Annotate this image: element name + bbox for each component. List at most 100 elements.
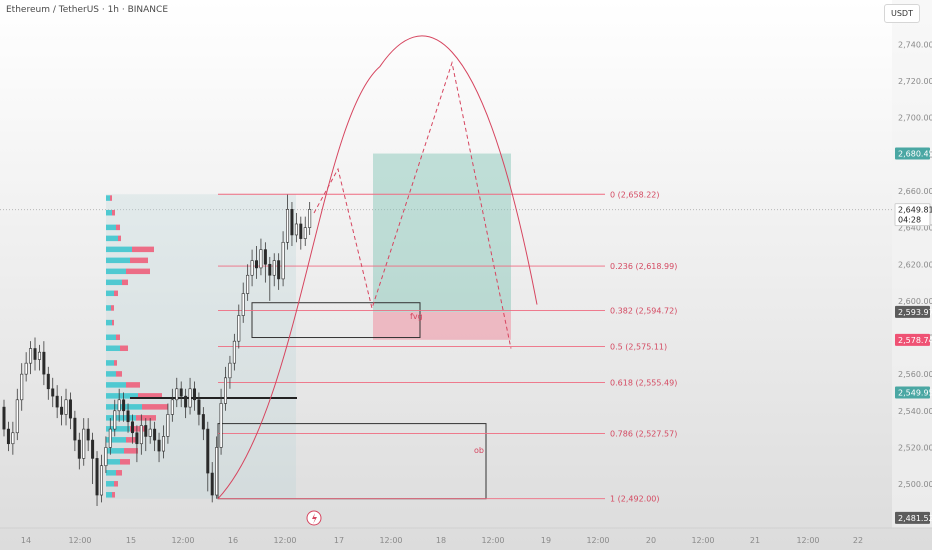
x-tick-label: 12:00 — [586, 536, 609, 545]
volume-bar-sell — [142, 404, 168, 410]
fib-level-label: 0 (2,658.22) — [610, 190, 660, 199]
volume-bar-sell — [111, 305, 114, 311]
candle-body — [24, 362, 28, 375]
volume-bar-buy — [106, 393, 138, 399]
y-tick-label: 2,620.00 — [898, 260, 932, 269]
candle-body — [153, 428, 157, 441]
volume-bar-buy — [106, 470, 116, 476]
candle-body — [263, 249, 267, 265]
currency-button[interactable]: USDT — [884, 4, 920, 23]
candle-body — [108, 428, 112, 448]
volume-bar-buy — [106, 268, 126, 275]
candle-body — [73, 417, 77, 441]
x-tick-label: 12:00 — [171, 536, 194, 545]
x-tick-label: 12:00 — [796, 536, 819, 545]
candle-body — [166, 414, 170, 437]
candle-body — [259, 249, 263, 269]
x-tick-label: 12:00 — [379, 536, 402, 545]
fib-level-label: 0.618 (2,555.49) — [610, 378, 677, 387]
candle-body — [77, 439, 81, 459]
price-tag — [894, 203, 931, 227]
volume-bar-buy — [106, 481, 114, 487]
candle-body — [33, 348, 37, 360]
candle-body — [232, 340, 236, 364]
candle-body — [2, 406, 6, 430]
x-tick-label: 14 — [21, 536, 31, 545]
x-tick-label: 22 — [853, 536, 863, 545]
volume-bar-buy — [106, 360, 114, 366]
fvg-box — [251, 302, 421, 339]
symbol-title: Ethereum / TetherUS · 1h · BINANCE — [6, 5, 169, 15]
ob-label: ob — [474, 446, 484, 455]
fib-level-label: 0.236 (2,618.99) — [610, 262, 677, 271]
candle-body — [113, 410, 117, 430]
fib-level-label: 0.382 (2,594.72) — [610, 307, 677, 316]
volume-bar-sell — [138, 393, 162, 399]
y-tick-label: 2,600.00 — [898, 297, 932, 306]
price-tag — [895, 305, 930, 318]
volume-bar-buy — [106, 415, 136, 421]
y-tick-label: 2,640.00 — [898, 224, 932, 233]
candle-body — [255, 260, 259, 269]
price-tag — [895, 147, 930, 160]
candle-body — [60, 406, 64, 415]
candle-body — [130, 421, 134, 434]
position-loss-zone — [373, 311, 511, 340]
candle-body — [148, 428, 152, 437]
price-tag-label: 2,549.95 — [898, 389, 932, 398]
candle-body — [250, 260, 254, 276]
candle-body — [117, 399, 121, 412]
candle-body — [104, 447, 108, 467]
y-tick-label: 2,720.00 — [898, 77, 932, 86]
volume-bar-buy — [106, 290, 114, 297]
y-tick-label: 2,540.00 — [898, 407, 932, 416]
candle-body — [51, 388, 55, 397]
volume-bar-buy — [106, 279, 122, 286]
volume-bar-sell — [114, 360, 117, 366]
volume-bar-sell — [126, 437, 138, 443]
candle-body — [6, 428, 10, 445]
volume-bar-sell — [118, 235, 121, 242]
price-scale-panel — [892, 0, 932, 528]
volume-bar-buy — [106, 305, 111, 311]
candle-body — [144, 425, 148, 437]
x-tick-label: 12:00 — [481, 536, 504, 545]
x-tick-label: 16 — [228, 536, 238, 545]
candle-body — [179, 388, 183, 397]
volume-bar-sell — [112, 209, 115, 216]
candle-body — [135, 432, 139, 445]
volume-bar-sell — [130, 426, 146, 432]
volume-bar-sell — [116, 470, 122, 476]
fvg-label: fvg — [410, 312, 423, 321]
x-tick-label: 18 — [436, 536, 446, 545]
candle-body — [15, 399, 19, 434]
position-profit-zone — [373, 153, 511, 312]
y-tick-label: 2,520.00 — [898, 443, 932, 452]
volume-bar-buy — [106, 371, 116, 377]
candle-body — [268, 263, 272, 276]
candle-body — [192, 388, 196, 401]
price-tag-label: 2,578.74 — [898, 336, 932, 345]
volume-bar-buy — [106, 246, 132, 253]
candle-body — [175, 388, 179, 401]
y-tick-label: 2,660.00 — [898, 187, 932, 196]
price-tag-sub: 04:28 — [898, 216, 921, 225]
candle-body — [161, 436, 165, 452]
x-tick-label: 12:00 — [68, 536, 91, 545]
volume-bar-sell — [136, 415, 156, 421]
candle-body — [197, 399, 201, 415]
volume-bar-buy — [106, 382, 126, 388]
volume-bar-buy — [106, 448, 124, 454]
candle-body — [99, 465, 103, 496]
volume-bar-buy — [106, 224, 116, 231]
candle-body — [68, 399, 72, 419]
volume-bar-sell — [116, 224, 120, 231]
candle-body — [286, 209, 290, 243]
fib-level-label: 0.5 (2,575.11) — [610, 342, 667, 351]
volume-bar-buy — [106, 334, 116, 341]
candle-body — [294, 223, 298, 236]
volume-bar-buy — [106, 319, 112, 326]
price-tag-label: 2,649.81 — [898, 206, 932, 215]
